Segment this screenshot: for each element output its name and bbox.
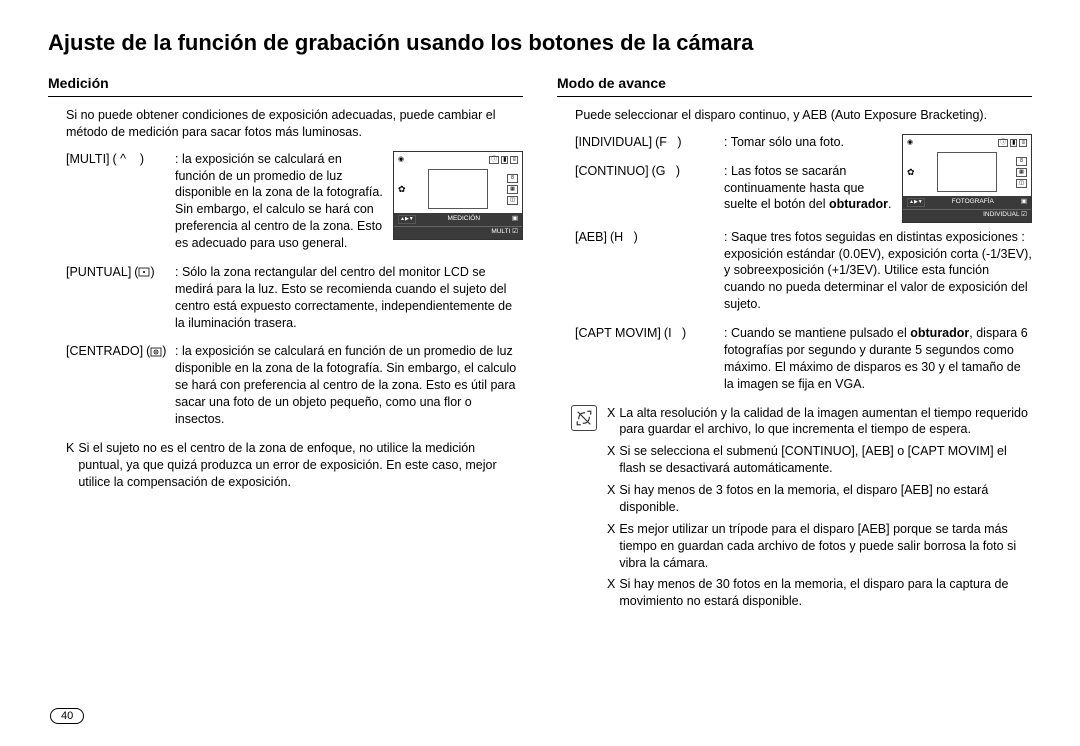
note-text: Si el sujeto no es el centro de la zona … <box>78 440 523 491</box>
desc-aeb: Saque tres fotos seguidas en distintas e… <box>724 229 1032 313</box>
left-note: K Si el sujeto no es el centro de la zon… <box>66 440 523 491</box>
label-individual: [INDIVIDUAL] <box>575 134 652 151</box>
single-icon: ( F ) <box>655 134 681 151</box>
desc-individual: Tomar sólo una foto. <box>724 134 844 151</box>
lcd-preview-right: ◉ ⓘ▮≡ ✿ 8▦◫ ▲▶▼FOTOGRAFÍA▣ INDIVIDUAL ☑ <box>902 134 1032 223</box>
left-intro: Si no puede obtener condiciones de expos… <box>66 107 523 141</box>
center-icon: () <box>146 343 166 360</box>
desc-captmovim: Cuando se mantiene pulsado el obturador,… <box>724 325 1032 393</box>
desc-multi: la exposición se calculará en función de… <box>175 151 383 252</box>
note-0: La alta resolución y la calidad de la im… <box>619 405 1032 439</box>
label-multi: [MULTI] <box>66 151 110 168</box>
desc-puntual: Sólo la zona rectangular del centro del … <box>175 264 523 332</box>
page-number: 40 <box>50 708 84 724</box>
entry-centrado: [CENTRADO] () la exposición se calculará… <box>66 343 523 427</box>
columns: Medición Si no puede obtener condiciones… <box>48 74 1032 615</box>
lcd-preview-left: ◉ ⓘ▮≡ ✿ 8▦◫ ▲▶▼MEDICIÓN▣ MULTI ☑ <box>393 151 523 240</box>
label-puntual: [PUNTUAL] <box>66 264 131 281</box>
multi-icon: ( ^ ) <box>113 151 145 168</box>
entry-individual: [INDIVIDUAL] ( F ) Tomar sólo una foto. <box>575 134 892 151</box>
desc-continuo: Las fotos se sacarán continuamente hasta… <box>724 163 892 214</box>
desc-centrado: la exposición se calculará en función de… <box>175 343 523 427</box>
entry-captmovim: [CAPT MOVIM] ( I ) Cuando se mantiene pu… <box>575 325 1032 393</box>
entry-aeb: [AEB] ( H ) Saque tres fotos seguidas en… <box>575 229 1032 313</box>
label-centrado: [CENTRADO] <box>66 343 143 360</box>
label-aeb: [AEB] <box>575 229 607 246</box>
note-1: Si se selecciona el submenú [CONTINUO], … <box>619 443 1032 477</box>
page-title: Ajuste de la función de grabación usando… <box>48 30 1032 56</box>
note-box: XLa alta resolución y la calidad de la i… <box>571 405 1032 616</box>
entry-puntual: [PUNTUAL] () Sólo la zona rectangular de… <box>66 264 523 332</box>
note-list: XLa alta resolución y la calidad de la i… <box>607 405 1032 616</box>
aeb-icon: ( H ) <box>610 229 638 246</box>
right-column: Modo de avance Puede seleccionar el disp… <box>557 74 1032 615</box>
note-4: Si hay menos de 30 fotos en la memoria, … <box>619 576 1032 610</box>
right-intro: Puede seleccionar el disparo continuo, y… <box>575 107 1032 124</box>
note-2: Si hay menos de 3 fotos en la memoria, e… <box>619 482 1032 516</box>
motion-icon: ( I ) <box>664 325 686 342</box>
note-3: Es mejor utilizar un trípode para el dis… <box>619 521 1032 572</box>
entry-continuo: [CONTINUO] ( G ) Las fotos se sacarán co… <box>575 163 892 214</box>
entry-multi: [MULTI] ( ^ ) la exposición se calculará… <box>66 151 383 252</box>
spot-icon: () <box>134 264 154 281</box>
left-heading: Medición <box>48 74 523 97</box>
note-icon <box>571 405 597 431</box>
note-bullet: K <box>66 440 74 491</box>
label-captmovim: [CAPT MOVIM] <box>575 325 661 342</box>
left-column: Medición Si no puede obtener condiciones… <box>48 74 523 615</box>
label-continuo: [CONTINUO] <box>575 163 649 180</box>
right-heading: Modo de avance <box>557 74 1032 97</box>
continuous-icon: ( G ) <box>652 163 681 180</box>
